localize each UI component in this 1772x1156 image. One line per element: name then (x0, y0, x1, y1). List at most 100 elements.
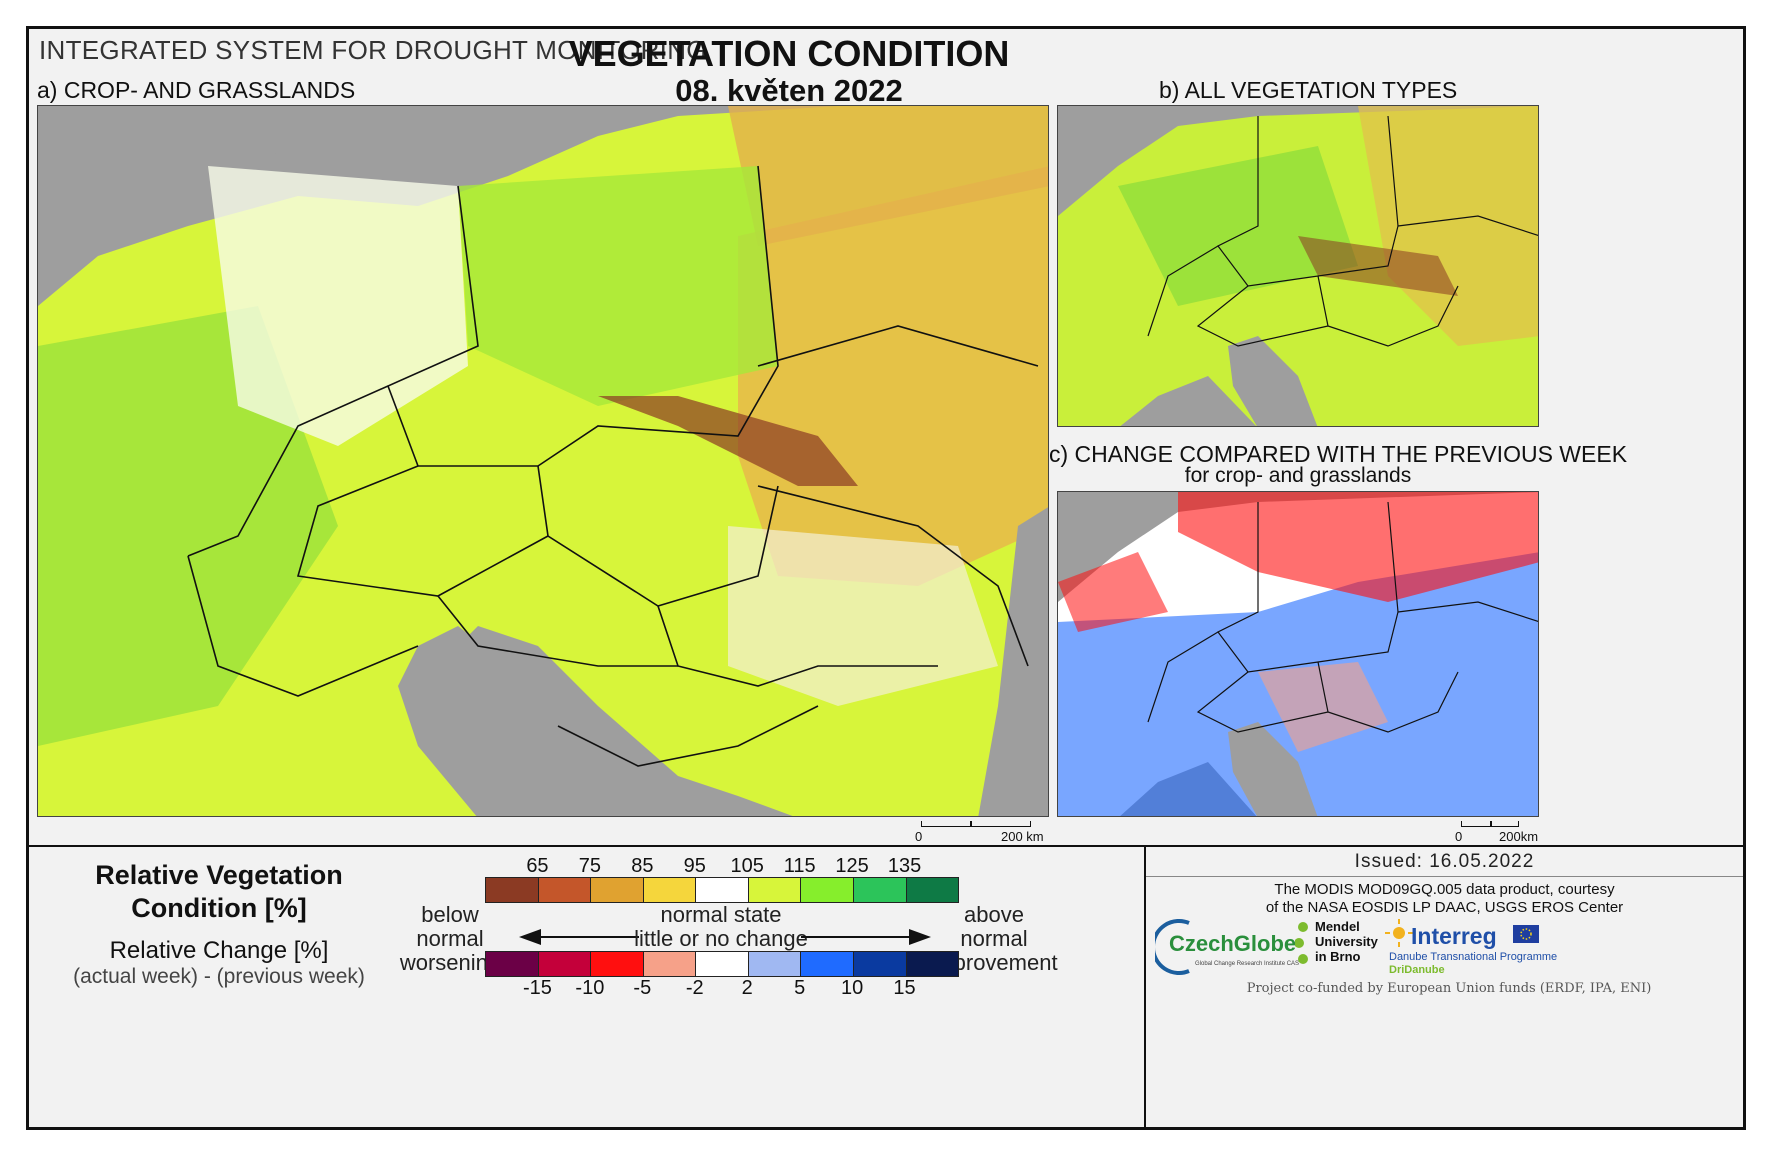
map-weekly-change (1057, 491, 1539, 817)
scalebar-main-zero: 0 (915, 829, 923, 844)
rc-tick-label: 10 (840, 977, 864, 999)
rc-swatch (696, 952, 749, 976)
legend-left-arrow-line (531, 936, 639, 938)
eu-flag-icon (1513, 925, 1539, 943)
country-borders (187, 165, 1039, 767)
legend-divider (29, 845, 1743, 847)
rc-tick-label: -10 (575, 977, 605, 999)
dry-band-carpathians (598, 396, 858, 486)
rc-swatch (801, 952, 854, 976)
czechglobe-arc-icon (1155, 919, 1190, 975)
map-date-text: 08. květen 2022 (675, 73, 903, 108)
sea-adriatic (398, 626, 655, 816)
rc-tick-label: 15 (893, 977, 916, 999)
dridanube-name: DriDanube (1389, 964, 1445, 976)
legend-below-line1: below normal (416, 902, 484, 951)
mendel-line3: in Brno (1315, 949, 1361, 964)
legend-normal-line1: normal state (660, 902, 782, 927)
rc-swatch (643, 952, 697, 976)
footer-divider (1144, 847, 1146, 1127)
page-title-text: VEGETATION CONDITION (568, 33, 1010, 74)
sea-adriatic-c (1228, 722, 1318, 816)
rc-swatch (591, 952, 644, 976)
legend-rvc-title-line2: Condition [%] (131, 893, 307, 923)
sea-north-c (1058, 492, 1168, 562)
sea-black (978, 507, 1048, 816)
rvc-tick-label: 125 (835, 855, 869, 877)
legend-right-arrow (801, 927, 931, 947)
rvc-tick-label: 65 (526, 855, 549, 877)
map-all-vegetation-svg (1058, 106, 1538, 426)
scalebar-main: 0 200 km (915, 821, 1044, 851)
legend-normal-line2: little or no change (634, 926, 808, 951)
drought-region-northeast (728, 106, 1048, 246)
funding-note: Project co-funded by European Union fund… (1246, 981, 1652, 996)
legend-rc-ticks: -15 -10 -5 -2 2 5 10 15 (485, 977, 957, 1001)
rc-swatch (486, 952, 539, 976)
normal-region-hungary (728, 526, 998, 706)
scalebar-c-distance: 200km (1499, 829, 1539, 844)
rvc-tick-label: 75 (578, 855, 601, 877)
mendel-name: Mendel University in Brno (1315, 919, 1378, 964)
mendel-line2: University (1315, 934, 1378, 949)
legend-right-arrow-line (801, 936, 911, 938)
rvc-tick-label: 85 (631, 855, 654, 877)
rvc-tick-label: 95 (683, 855, 706, 877)
country-borders-b (1147, 115, 1538, 347)
dry-band-b (1298, 236, 1458, 296)
scalebar-c: 0 200km (1455, 821, 1549, 851)
green-region-b (1118, 146, 1358, 306)
legend-rc-colorbar (485, 951, 959, 977)
map-date: 08. květen 2022 (29, 73, 1749, 109)
legend-rvc-title: Relative Vegetation Condition [%] (69, 859, 369, 925)
panel-b-label: b) ALL VEGETATION TYPES (1159, 77, 1458, 103)
mendel-dots-icon (1295, 922, 1308, 964)
legend-rvc-colorbar (485, 877, 959, 903)
rvc-tick-label: 105 (730, 855, 764, 877)
worsening-region-south-c (1258, 662, 1388, 752)
legend-right-arrowhead-icon (909, 929, 931, 945)
rc-tick-label: -2 (685, 977, 704, 999)
country-borders-c (1147, 501, 1538, 733)
rvc-swatch (801, 878, 854, 902)
rvc-swatch (696, 878, 749, 902)
legend-below-text: below normal worsening (385, 903, 515, 975)
figure-frame: INTEGRATED SYSTEM FOR DROUGHT MONITORING… (26, 26, 1746, 1130)
mendel-logo: Mendel University in Brno (1295, 919, 1395, 975)
interreg-subtitle: Danube Transnational Programme (1389, 951, 1558, 963)
czechglobe-subtitle: Global Change Research Institute CAS (1195, 961, 1300, 967)
map-crop-grasslands-svg (38, 106, 1048, 816)
map-crop-grasslands (37, 105, 1049, 817)
mendel-line1: Mendel (1315, 919, 1360, 934)
scalebar-main-distance: 200 km (1001, 829, 1044, 844)
issued-date: Issued: 16.05.2022 (1354, 851, 1535, 872)
rc-tick-label: -5 (633, 977, 652, 999)
worsening-region-west-c (1058, 552, 1168, 632)
system-title: INTEGRATED SYSTEM FOR DROUGHT MONITORING (39, 35, 707, 65)
sea-north (38, 106, 578, 226)
data-credit-line2: of the NASA EOSDIS LP DAAC, USGS EROS Ce… (1265, 899, 1624, 916)
interreg-logo: Interreg Danube Transnational Programme … (1385, 919, 1557, 985)
legend-left-arrow (519, 927, 639, 947)
panel-c-label: c) CHANGE COMPARED WITH THE PREVIOUS WEE… (1049, 441, 1628, 467)
map-weekly-change-svg (1058, 492, 1538, 816)
panel-c-sublabel: for crop- and grasslands (1184, 464, 1412, 487)
scalebar-main-segment-1 (921, 821, 971, 827)
interreg-sun-icon (1385, 919, 1413, 947)
legend-rc-title: Relative Change [%] (109, 937, 329, 964)
rvc-swatch (591, 878, 644, 902)
map-all-vegetation (1057, 105, 1539, 427)
rvc-swatch (853, 878, 907, 902)
rvc-swatch (486, 878, 539, 902)
scalebar-c-segment-1 (1461, 821, 1491, 827)
sea-adriatic-b (1228, 336, 1318, 426)
rc-swatch (538, 952, 592, 976)
legend-rc-subtitle: (actual week) - (previous week) (73, 965, 365, 988)
data-credit-line1: The MODIS MOD09GQ.005 data product, cour… (1274, 881, 1615, 898)
rvc-swatch (538, 878, 592, 902)
sea-north-b (1058, 106, 1168, 176)
data-credit: The MODIS MOD09GQ.005 data product, cour… (1146, 881, 1743, 917)
legend-normal-text: normal state little or no change (631, 903, 811, 951)
interreg-name: Interreg (1411, 923, 1497, 949)
rvc-swatch (643, 878, 697, 902)
